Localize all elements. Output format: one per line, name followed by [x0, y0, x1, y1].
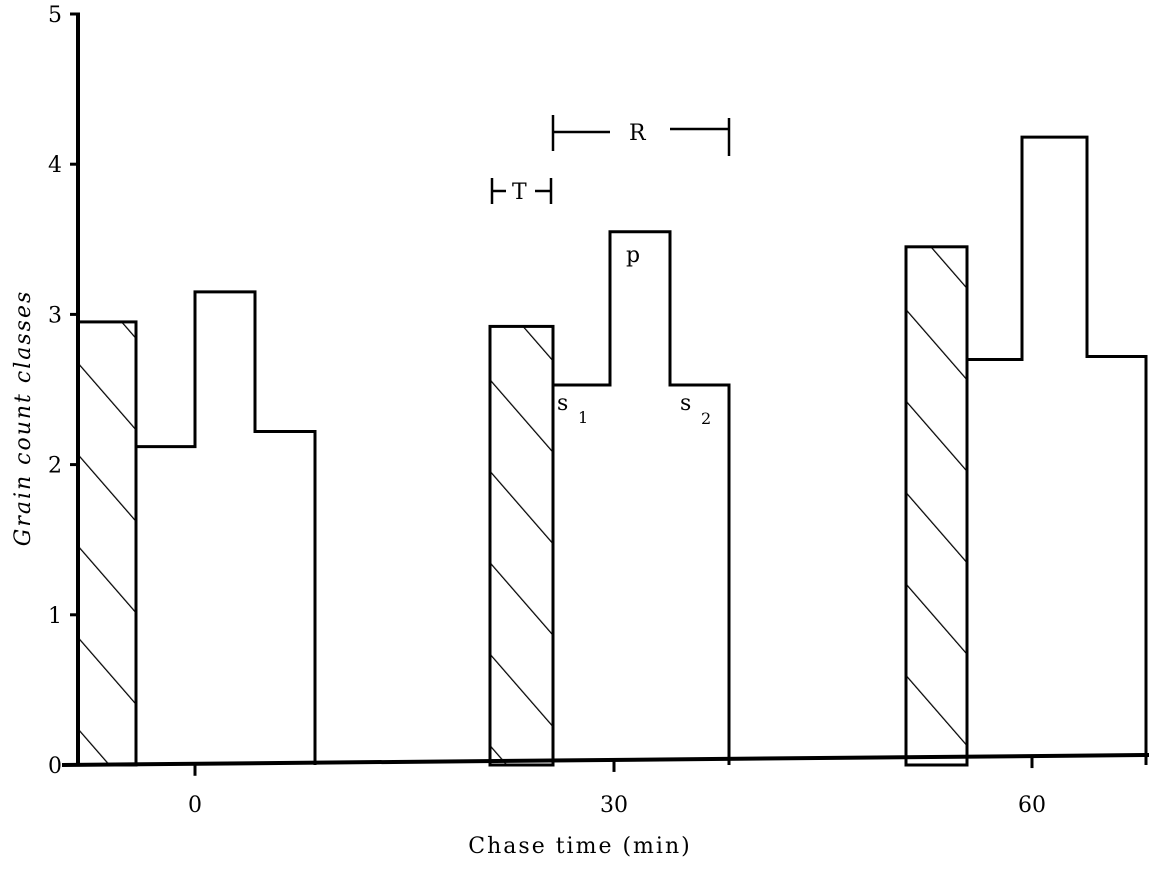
- hatched-bar-60: [904, 245, 969, 767]
- step-profile-60: [965, 135, 1148, 765]
- r-label: R: [629, 121, 647, 146]
- y-tick-label-0: 0: [48, 754, 62, 779]
- step-profile-0: [134, 290, 317, 765]
- x-ticks: 0 30 60: [188, 756, 1046, 818]
- x-tick-label-0: 0: [188, 793, 202, 818]
- s2-subscript: 2: [701, 409, 711, 428]
- x-axis-title: Chase time (min): [468, 834, 691, 859]
- bars: [76, 135, 1148, 767]
- bar-group-30: [488, 230, 731, 767]
- p-label: p: [626, 243, 640, 268]
- x-axis: [61, 753, 1149, 767]
- s2-label: s: [680, 391, 691, 416]
- annotations: T R p s 1 s 2: [490, 115, 731, 428]
- y-tick-label-2: 2: [48, 454, 62, 479]
- y-axis-title: Grain count classes: [11, 290, 36, 547]
- s1-subscript: 1: [578, 408, 588, 427]
- x-tick-label-30: 30: [600, 793, 628, 818]
- y-tick-label-3: 3: [48, 303, 62, 328]
- t-label: T: [512, 180, 527, 205]
- y-tick-label-4: 4: [48, 153, 62, 178]
- y-tick-label-1: 1: [48, 604, 62, 629]
- hatched-bar-30: [488, 324, 555, 767]
- y-ticks: 0 1 2 3 4 5: [48, 3, 80, 779]
- s1-label: s: [557, 391, 568, 416]
- step-profile-30: [551, 230, 731, 765]
- hatched-bar-0: [76, 320, 138, 767]
- y-tick-label-5: 5: [48, 3, 62, 28]
- x-tick-label-60: 60: [1018, 793, 1046, 818]
- axes: [61, 14, 1149, 767]
- bar-group-0: [76, 290, 317, 767]
- bar-group-60: [904, 135, 1148, 767]
